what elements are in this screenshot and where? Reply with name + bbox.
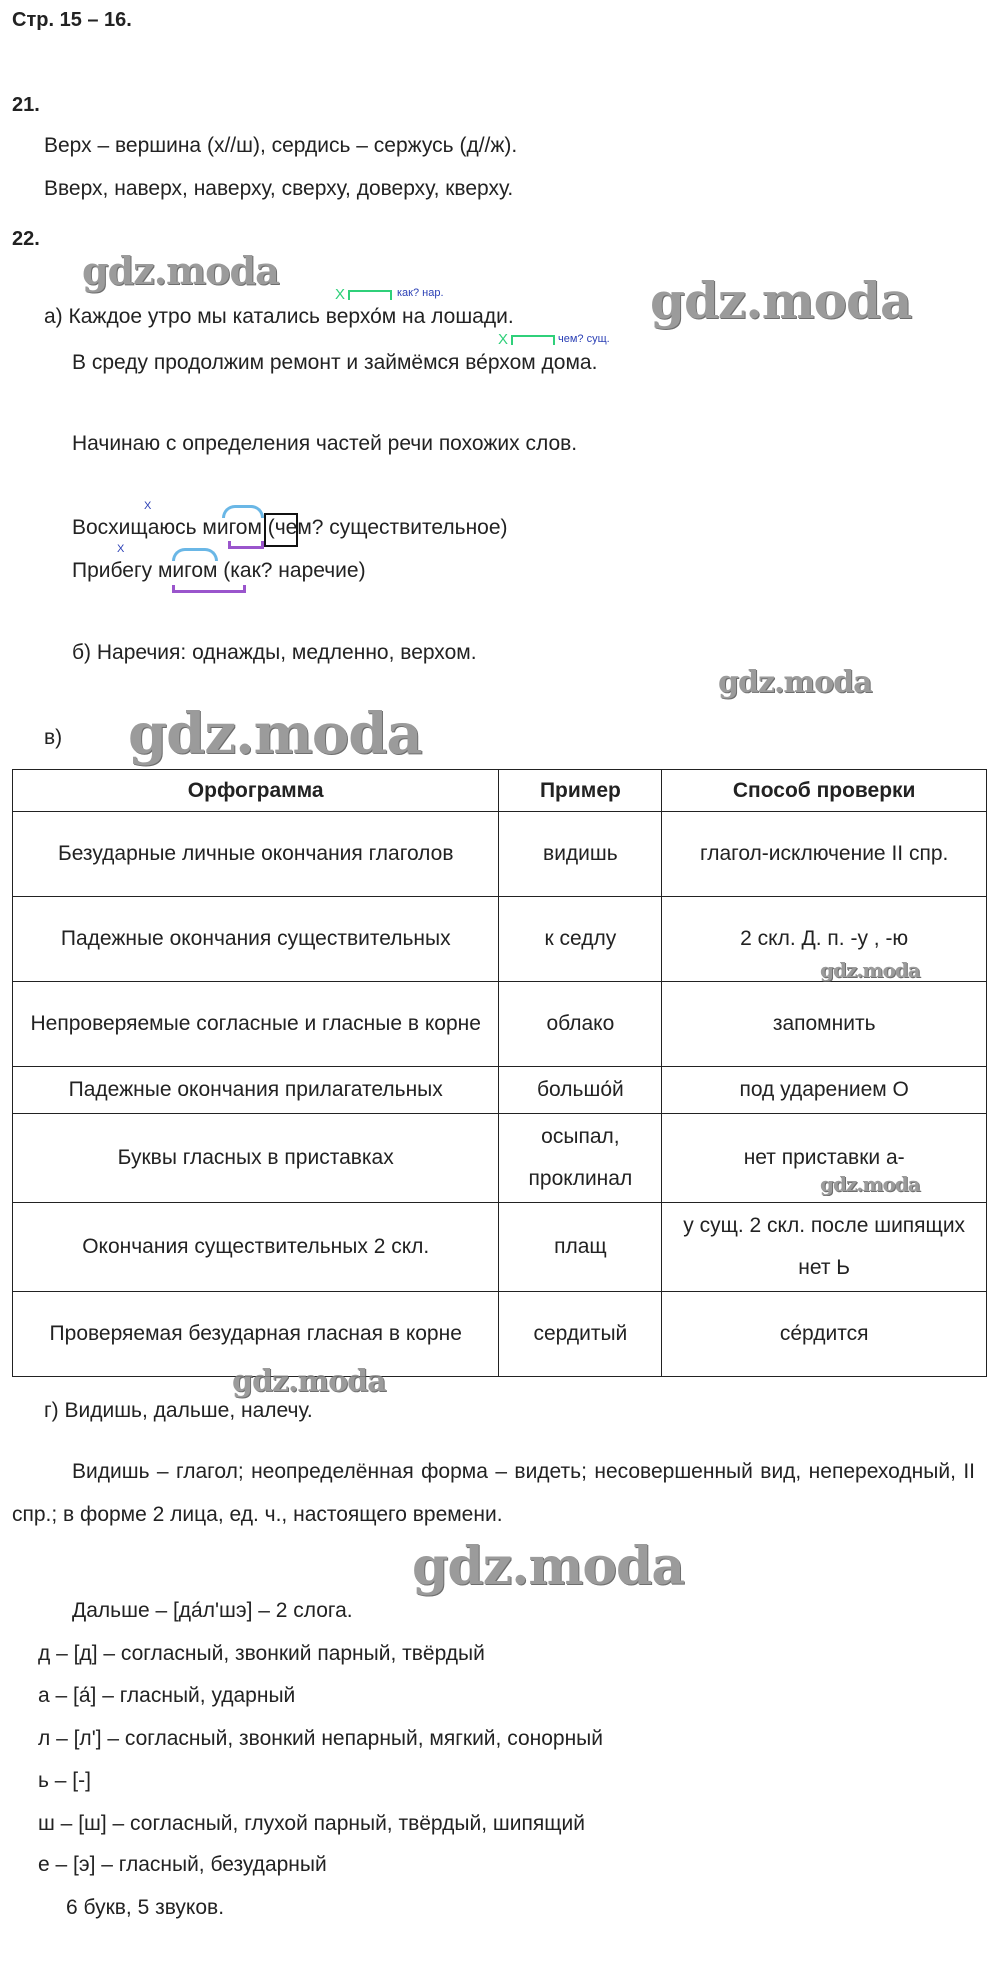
summary-line: 6 букв, 5 звуков. [66,1896,225,1919]
watermark: gdz.moda [718,665,873,700]
annotation-note: как? нар. [397,287,444,299]
annotation-note: чем? сущ. [558,333,610,345]
table-cell: Падежные окончания прилагательных [11,1066,500,1114]
table-cell: большо́й [498,1066,663,1114]
table-row: Буквы гласных в приставках осыпал, прокли… [11,1113,987,1203]
part-a-intro: Начинаю с определения частей речи похожи… [72,432,578,455]
example-noun: Восхищаюсь мигом (чем? существительное) [72,516,508,539]
watermark: gdz.moda [232,1364,387,1399]
root-arc [222,505,264,518]
table-cell: Падежные окончания существительных [11,896,500,982]
suffix-mark [172,585,246,593]
morphological-analysis: Видишь – глагол; неопределённая форма – … [12,1460,975,1526]
spelling-table: Орфограмма Пример Способ проверки Безуда… [11,769,987,1377]
watermark: gdz.moda [128,701,423,767]
table-row: Безударные личные окончания глаголов види… [11,811,987,897]
table-cell: под ударением О [661,1066,987,1114]
part-g-line: г) Видишь, дальше, налечу. [44,1399,313,1422]
table-cell: Проверяемая безударная гласная в корне [11,1291,500,1377]
suffix-mark [228,541,264,549]
table-row: Проверяемая безударная гласная в корне се… [11,1291,987,1377]
table-cell: се́рдится [661,1291,987,1377]
table-cell: Окончания существительных 2 скл. [11,1202,500,1292]
column-header: Орфограмма [11,769,500,812]
example-adverb: Прибегу мигом (как? наречие) [72,559,366,582]
part-v-label: в) [44,726,63,749]
x-mark: Х [117,543,125,555]
watermark: gdz.moda [82,248,280,293]
table-cell: нет приставки а- [661,1113,987,1203]
exercise-21-line: Верх – вершина (х//ш), сердись – сержусь… [44,134,518,157]
watermark: gdz.moda [820,1172,921,1196]
watermark: gdz.moda [820,958,921,982]
table-cell: у сущ. 2 скл. после шипящих нет Ь [661,1202,987,1292]
table-row: Непроверяемые согласные и гласные в корн… [11,981,987,1067]
table-row: Падежные окончания существительных к седл… [11,896,987,982]
sound-line: л – [л'] – согласный, звонкий непарный, … [38,1727,604,1750]
sound-line: ь – [-] [38,1769,91,1792]
watermark: gdz.moda [650,271,912,330]
x-mark: Х [498,331,509,348]
table-header-row: Орфограмма Пример Способ проверки [11,769,987,812]
part-a-line-1: а) Каждое утро мы катались верхо́м на ло… [44,305,514,328]
table-cell: Непроверяемые согласные и гласные в корн… [11,981,500,1067]
sound-line: а – [а́] – гласный, ударный [38,1684,296,1707]
table-cell: сердитый [498,1291,663,1377]
exercise-22-number: 22. [12,228,40,250]
table-cell: глагол-исключение II спр. [661,811,987,897]
table-row: Окончания существительных 2 скл. плащ у су… [11,1202,987,1292]
sound-line: ш – [ш] – согласный, глухой парный, твёр… [38,1812,585,1835]
x-mark: Х [335,286,346,303]
table-cell: плащ [498,1202,663,1292]
sound-line: е – [э] – гласный, безударный [38,1853,327,1876]
column-header: Способ проверки [661,769,987,812]
part-b: б) Наречия: однажды, медленно, верхом. [72,641,477,664]
root-arc [172,548,218,561]
table-cell: облако [498,981,663,1067]
sound-line: д – [д] – согласный, звонкий парный, твё… [38,1642,485,1665]
ending-box [264,513,298,547]
exercise-21-line: Вверх, наверх, наверху, сверху, доверху,… [44,177,514,200]
table-cell: осыпал, проклинал [498,1113,663,1203]
column-header: Пример [498,769,663,812]
part-a-line-2: В среду продолжим ремонт и займёмся ве́р… [72,351,598,374]
syllables-line: Дальше – [да́л'шэ] – 2 слога. [72,1599,353,1622]
table-cell: запомнить [661,981,987,1067]
table-cell: видишь [498,811,663,897]
x-mark: Х [144,500,152,512]
table-row: Падежные окончания прилагательных большо́… [11,1066,987,1114]
table-cell: Безударные личные окончания глаголов [11,811,500,897]
scheme-bracket [511,335,555,345]
scheme-bracket [348,290,392,300]
table-cell: к седлу [498,896,663,982]
table-cell: Буквы гласных в приставках [11,1113,500,1203]
page-header: Стр. 15 – 16. [12,9,132,31]
table-cell: 2 скл. Д. п. -у , -ю [661,896,987,982]
exercise-21-number: 21. [12,94,40,116]
watermark: gdz.moda [412,1536,685,1597]
